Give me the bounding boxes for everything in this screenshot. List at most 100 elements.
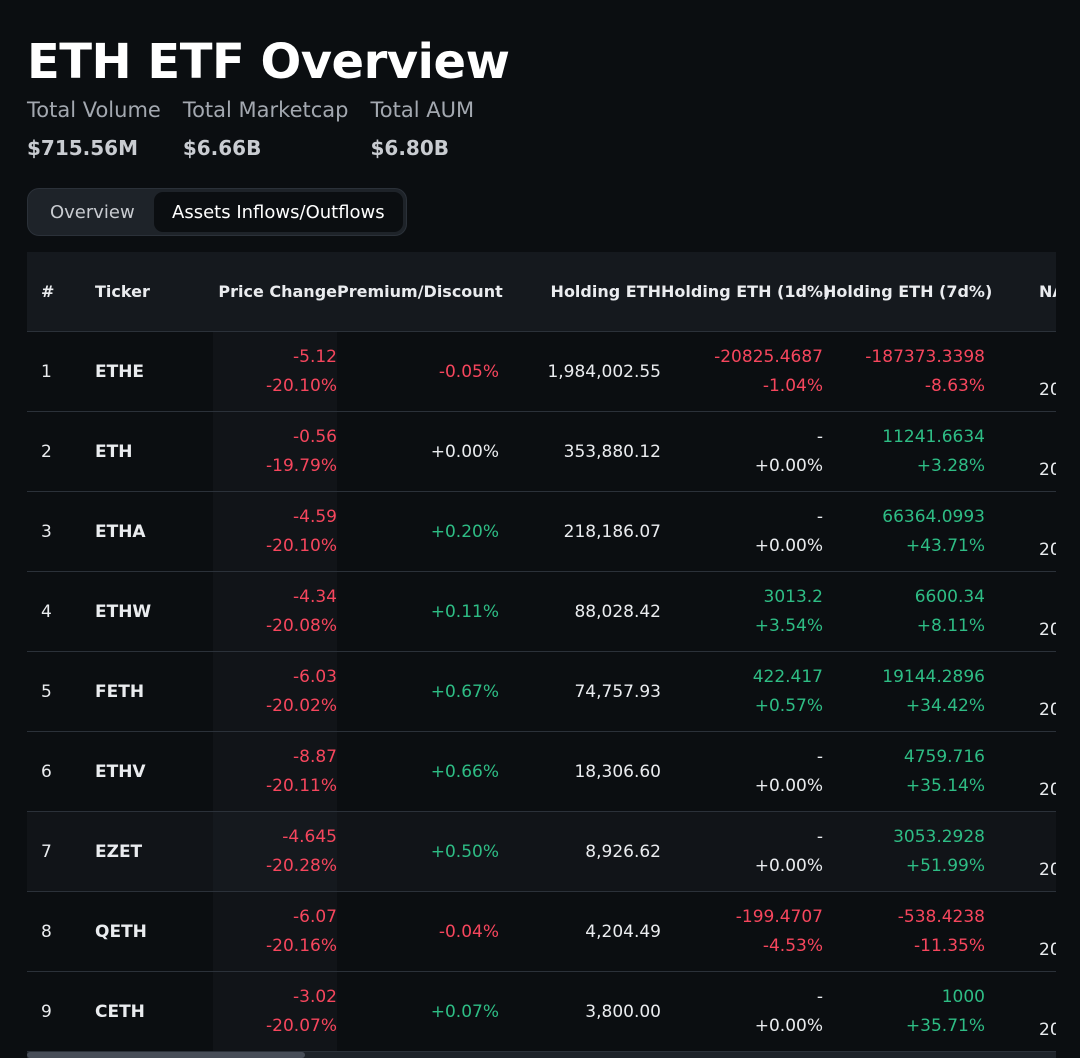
cell-holding-eth-7d-abs: 6600.34: [914, 586, 985, 607]
cell-price-change-abs: -6.03: [293, 666, 337, 687]
table-row[interactable]: 4 ETHW -4.34 -20.08% +0.11% 88,028.42 3013…: [27, 571, 1056, 652]
cell-holding-eth: 1,984,002.55: [499, 331, 661, 412]
col-header-price-change[interactable]: Price Change: [213, 252, 337, 332]
cell-holding-eth-1d: -199.4707 -4.53%: [661, 891, 823, 972]
cell-ticker[interactable]: ETHW: [95, 571, 213, 652]
cell-ticker[interactable]: ETHE: [95, 331, 213, 412]
cell-nav: 20: [985, 411, 1056, 492]
cell-holding-eth: 74,757.93: [499, 651, 661, 732]
cell-holding-eth-1d-pct: +0.00%: [754, 535, 823, 556]
cell-ticker[interactable]: ETH: [95, 411, 213, 492]
cell-price-change-pct: -20.10%: [266, 375, 337, 396]
table-row[interactable]: 9 CETH -3.02 -20.07% +0.07% 3,800.00 - +0.…: [27, 971, 1056, 1052]
cell-holding-eth: 353,880.12: [499, 411, 661, 492]
cell-premium-discount: +0.66%: [337, 731, 499, 812]
table-row[interactable]: 2 ETH -0.56 -19.79% +0.00% 353,880.12 - +0…: [27, 411, 1056, 492]
cell-rank: 1: [27, 331, 95, 412]
cell-price-change: -8.87 -20.11%: [213, 731, 337, 812]
cell-holding-eth-7d-pct: +8.11%: [916, 615, 985, 636]
cell-holding-eth-7d-pct: -8.63%: [924, 375, 985, 396]
cell-holding-eth-1d-abs: -: [816, 426, 823, 447]
cell-holding-eth-1d-pct: +0.00%: [754, 855, 823, 876]
col-header-nav[interactable]: NAV: [985, 252, 1056, 332]
cell-holding-eth-1d: - +0.00%: [661, 971, 823, 1052]
tab-assets-inflows-outflows[interactable]: Assets Inflows/Outflows: [153, 192, 403, 232]
cell-nav-value: 20: [1039, 939, 1056, 960]
cell-nav-value: 20: [1039, 619, 1056, 640]
cell-holding-eth-1d-pct: +0.00%: [754, 1015, 823, 1036]
cell-ticker[interactable]: EZET: [95, 811, 213, 892]
cell-premium-discount: -0.05%: [337, 331, 499, 412]
cell-holding-eth-7d-abs: 4759.716: [903, 746, 985, 767]
cell-price-change-pct: -20.08%: [266, 615, 337, 636]
col-header-holding-eth-7d[interactable]: Holding ETH (7d%): [823, 252, 992, 332]
cell-price-change-pct: -19.79%: [266, 455, 337, 476]
cell-premium-discount: +0.00%: [337, 411, 499, 492]
cell-holding-eth-7d-abs: 1000: [941, 986, 985, 1007]
stat-label: Total AUM: [370, 98, 475, 122]
cell-price-change-abs: -4.34: [293, 586, 337, 607]
stat-label: Total Volume: [27, 98, 161, 122]
cell-holding-eth-7d-abs: -187373.3398: [865, 346, 985, 367]
table-row[interactable]: 8 QETH -6.07 -20.16% -0.04% 4,204.49 -199.…: [27, 891, 1056, 972]
cell-ticker[interactable]: ETHV: [95, 731, 213, 812]
cell-holding-eth-7d-pct: +51.99%: [905, 855, 985, 876]
cell-price-change: -3.02 -20.07%: [213, 971, 337, 1052]
cell-holding-eth-1d-pct: +0.00%: [754, 775, 823, 796]
cell-holding-eth-1d-abs: 3013.2: [763, 586, 823, 607]
cell-nav-value: 20: [1039, 459, 1056, 480]
table-row[interactable]: 3 ETHA -4.59 -20.10% +0.20% 218,186.07 - +…: [27, 491, 1056, 572]
tab-overview[interactable]: Overview: [49, 201, 135, 223]
etf-table-container[interactable]: # Ticker Price Change Premium/Discount H…: [27, 252, 1056, 1058]
col-header-ticker[interactable]: Ticker: [95, 252, 213, 332]
cell-holding-eth-1d-abs: 422.417: [752, 666, 823, 687]
table-row[interactable]: 1 ETHE -5.12 -20.10% -0.05% 1,984,002.55 -…: [27, 331, 1056, 412]
cell-ticker[interactable]: CETH: [95, 971, 213, 1052]
cell-ticker[interactable]: QETH: [95, 891, 213, 972]
cell-nav-value: 20: [1039, 539, 1056, 560]
cell-holding-eth-1d-pct: -4.53%: [762, 935, 823, 956]
cell-price-change-abs: -6.07: [293, 906, 337, 927]
cell-rank: 3: [27, 491, 95, 572]
cell-price-change-abs: -4.59: [293, 506, 337, 527]
cell-holding-eth-1d-abs: -: [816, 506, 823, 527]
cell-holding-eth-1d: -20825.4687 -1.04%: [661, 331, 823, 412]
cell-holding-eth-7d-pct: +35.14%: [905, 775, 985, 796]
cell-holding-eth-7d-abs: -538.4238: [897, 906, 985, 927]
stat-total-marketcap: Total Marketcap $6.66B: [183, 98, 349, 160]
cell-price-change-pct: -20.11%: [266, 775, 337, 796]
stat-total-volume: Total Volume $715.56M: [27, 98, 161, 160]
col-header-premium-discount[interactable]: Premium/Discount: [337, 252, 503, 332]
col-header-holding-eth-1d[interactable]: Holding ETH (1d%): [661, 252, 830, 332]
col-header-rank[interactable]: #: [27, 252, 95, 332]
scrollbar-thumb[interactable]: [27, 1052, 305, 1058]
cell-rank: 4: [27, 571, 95, 652]
cell-holding-eth-7d-abs: 3053.2928: [893, 826, 985, 847]
cell-nav: 20: [985, 811, 1056, 892]
table-row[interactable]: 6 ETHV -8.87 -20.11% +0.66% 18,306.60 - +0…: [27, 731, 1056, 812]
cell-holding-eth-7d: 3053.2928 +51.99%: [823, 811, 985, 892]
cell-price-change-pct: -20.16%: [266, 935, 337, 956]
page-title: ETH ETF Overview: [27, 34, 510, 90]
horizontal-scrollbar[interactable]: [27, 1052, 1056, 1058]
cell-rank: 8: [27, 891, 95, 972]
cell-ticker[interactable]: ETHA: [95, 491, 213, 572]
table-row[interactable]: 5 FETH -6.03 -20.02% +0.67% 74,757.93 422.…: [27, 651, 1056, 732]
col-header-holding-eth[interactable]: Holding ETH: [499, 252, 661, 332]
cell-holding-eth-7d: 6600.34 +8.11%: [823, 571, 985, 652]
cell-holding-eth-1d-abs: -: [816, 986, 823, 1007]
cell-holding-eth-7d-pct: +3.28%: [916, 455, 985, 476]
cell-nav-value: 20: [1039, 1019, 1056, 1040]
cell-holding-eth-1d: - +0.00%: [661, 811, 823, 892]
cell-nav: 20: [985, 731, 1056, 812]
cell-nav: 20: [985, 331, 1056, 412]
table-row[interactable]: 7 EZET -4.645 -20.28% +0.50% 8,926.62 - +0…: [27, 811, 1056, 892]
cell-price-change-abs: -3.02: [293, 986, 337, 1007]
etf-table: # Ticker Price Change Premium/Discount H…: [27, 252, 1056, 1052]
cell-holding-eth-1d: - +0.00%: [661, 411, 823, 492]
cell-nav-value: 20: [1039, 379, 1056, 400]
cell-nav-value: 20: [1039, 699, 1056, 720]
cell-ticker[interactable]: FETH: [95, 651, 213, 732]
cell-holding-eth-1d-pct: +3.54%: [754, 615, 823, 636]
cell-premium-discount: -0.04%: [337, 891, 499, 972]
